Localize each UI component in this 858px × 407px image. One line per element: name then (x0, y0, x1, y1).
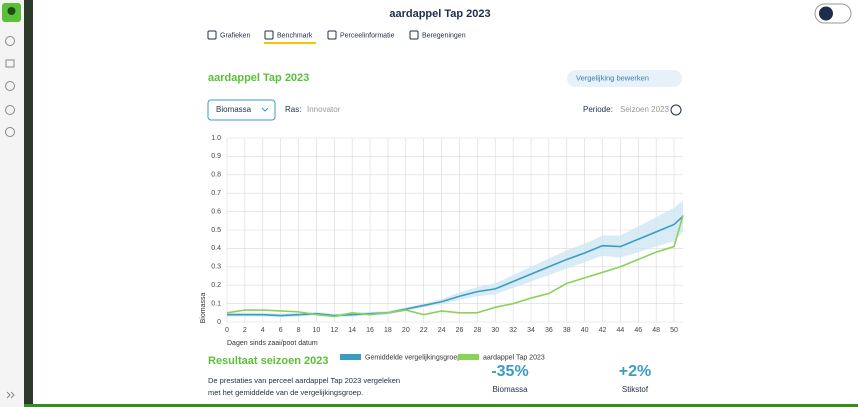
logo-icon (7, 7, 16, 15)
ras-value: Innovator (307, 105, 341, 114)
y-tick-label: 0.2 (211, 282, 221, 289)
y-tick-label: 0.1 (211, 300, 221, 307)
legend-swatch (458, 354, 479, 360)
x-tick-label: 42 (599, 327, 607, 334)
ras-label: Ras: (285, 105, 301, 114)
x-tick-label: 36 (545, 327, 553, 334)
edit-button-label: Vergelijking bewerken (576, 73, 649, 82)
x-tick-label: 18 (384, 327, 392, 334)
y-tick-label: 0.6 (211, 208, 221, 215)
legend-swatch (340, 354, 361, 360)
metric-value: +2% (619, 363, 651, 380)
results-title: Resultaat seizoen 2023 (208, 355, 328, 367)
card-title: aardappel Tap 2023 (208, 72, 309, 84)
map-edge (24, 0, 33, 407)
x-tick-label: 40 (581, 327, 589, 334)
nav-icon[interactable] (5, 36, 15, 46)
y-tick-label: 1.0 (211, 135, 221, 142)
x-tick-label: 48 (652, 327, 660, 334)
tab-icon[interactable] (264, 30, 274, 40)
x-tick-label: 2 (243, 327, 247, 334)
nav-icon[interactable] (5, 105, 15, 115)
metric-label: Biomassa (492, 385, 528, 394)
x-tick-label: 32 (509, 327, 517, 334)
confidence-band (227, 200, 683, 318)
periode-label: Periode: (583, 105, 613, 114)
x-tick-label: 28 (473, 327, 481, 334)
y-axis-label: Biomassa (200, 293, 207, 324)
x-tick-label: 30 (491, 327, 499, 334)
tab-label[interactable]: Grafieken (220, 32, 250, 39)
legend-label: Gemiddelde vergelijkingsgroep (365, 354, 461, 361)
y-tick-label: 0.5 (211, 227, 221, 234)
dropdown-arrow (261, 107, 269, 112)
y-tick-label: 0.7 (211, 190, 221, 197)
page-title: aardappel Tap 2023 (389, 8, 490, 20)
y-tick-label: 0.4 (211, 245, 221, 252)
tab-label[interactable]: Perceelinformatie (340, 32, 395, 39)
x-tick-label: 10 (313, 327, 321, 334)
x-tick-label: 24 (438, 327, 446, 334)
tab-icon[interactable] (409, 30, 419, 40)
x-tick-label: 8 (297, 327, 301, 334)
info-icon[interactable] (670, 104, 682, 116)
series-line (226, 215, 684, 318)
periode-value: Seizoen 2023 (620, 105, 669, 114)
tab-icon[interactable] (327, 30, 337, 40)
x-tick-label: 26 (456, 327, 464, 334)
x-tick-label: 6 (279, 327, 283, 334)
legend-label: aardappel Tap 2023 (483, 354, 545, 361)
y-tick-label: 0.9 (211, 153, 221, 160)
bottom-bar (24, 404, 858, 407)
x-tick-label: 20 (402, 327, 410, 334)
edit-button[interactable] (567, 70, 682, 87)
tab-icon[interactable] (207, 30, 217, 40)
y-tick-label: 0.3 (211, 264, 221, 271)
x-tick-label: 4 (261, 327, 265, 334)
x-tick-label: 38 (563, 327, 571, 334)
y-tick-label: 0 (217, 319, 221, 326)
x-tick-label: 14 (348, 327, 356, 334)
x-tick-label: 50 (670, 327, 678, 334)
metric-label: Stikstof (622, 385, 649, 394)
nav-icon[interactable] (5, 127, 15, 137)
toggle-knob (819, 6, 833, 21)
tab-label[interactable]: Benchmark (277, 32, 313, 39)
x-axis-label: Dagen sinds zaai/poot datum (227, 340, 318, 347)
x-tick-label: 44 (617, 327, 625, 334)
active-tab-underline (264, 42, 316, 44)
x-tick-label: 46 (634, 327, 642, 334)
series-line (227, 215, 684, 317)
metric-value: -35% (491, 363, 528, 380)
y-tick-label: 0.8 (211, 172, 221, 179)
nav-icon[interactable] (5, 59, 15, 68)
x-tick-label: 34 (527, 327, 535, 334)
nav-icon[interactable] (5, 81, 15, 91)
tab-label[interactable]: Beregeningen (422, 32, 466, 39)
x-tick-label: 0 (225, 327, 229, 334)
x-tick-label: 16 (366, 327, 374, 334)
x-tick-label: 22 (420, 327, 428, 334)
dropdown-value: Biomassa (216, 105, 252, 114)
expand-icon[interactable] (6, 391, 15, 399)
dropdown[interactable] (207, 99, 276, 121)
results-text: De prestaties van perceel aardappel Tap … (208, 376, 400, 385)
sidebar (0, 0, 24, 407)
results-text: met het gemiddelde van de vergelijkingsg… (208, 388, 363, 397)
x-tick-label: 12 (330, 327, 338, 334)
